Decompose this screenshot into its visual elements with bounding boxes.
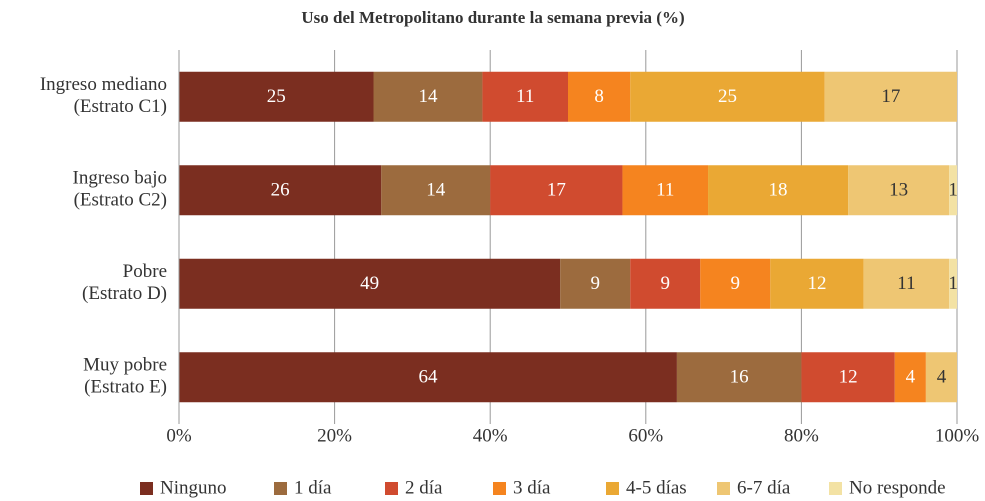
data-label: 26 [271,180,290,201]
bar-segment [179,352,677,403]
legend-label: 4-5 días [626,477,687,498]
data-label: 9 [731,273,741,294]
bar-segment [179,71,374,122]
bar-segment [848,165,950,216]
data-label: 11 [516,86,534,107]
x-tick-label: 0% [166,425,192,446]
legend-label: 2 día [405,477,443,498]
legend-swatch [385,482,398,495]
data-label: 4 [937,367,947,388]
legend-label: 6-7 día [737,477,791,498]
bar-segment [676,352,802,403]
data-label: 1 [948,180,958,201]
data-label: 12 [807,273,826,294]
chart-title: Uso del Metropolitano durante la semana … [301,8,684,27]
bar-segment [700,258,771,309]
legend-swatch [717,482,730,495]
bar-segment [560,258,631,309]
bar-segment [824,71,957,122]
x-tick-label: 80% [784,425,819,446]
bar-segment [863,258,950,309]
data-label: 18 [769,180,788,201]
x-tick-label: 60% [628,425,663,446]
bar-segment [179,165,382,216]
bar-segment [949,165,957,216]
x-tick-label: 20% [317,425,352,446]
legend-swatch [274,482,287,495]
data-label: 25 [718,86,737,107]
bar-segment [381,165,491,216]
y-tick-label: Ingreso mediano [40,74,167,95]
data-label: 11 [897,273,915,294]
y-tick-label: (Estrato C2) [74,190,167,211]
legend-swatch [140,482,153,495]
bar-segment [568,71,631,122]
bar-segment [490,165,623,216]
bar-segment [708,165,849,216]
bar-segment [949,258,957,309]
data-label: 4 [906,367,916,388]
legend-label: 3 día [513,477,551,498]
data-label: 9 [661,273,671,294]
bar-segment [630,71,825,122]
bar-segment [179,258,561,309]
data-label: 13 [889,180,908,201]
bar-segment [630,258,701,309]
bar-segment [925,352,957,403]
bar-segment [801,352,895,403]
data-label: 1 [948,273,958,294]
y-tick-label: (Estrato D) [82,283,167,304]
x-tick-label: 40% [473,425,508,446]
y-tick-label: Muy pobre [83,355,167,376]
data-label: 14 [418,86,438,107]
data-label: 11 [656,180,674,201]
y-tick-label: Pobre [123,261,167,282]
data-label: 9 [590,273,600,294]
data-label: 16 [730,367,749,388]
x-tick-label: 100% [935,425,980,446]
data-label: 25 [267,86,286,107]
legend-swatch [493,482,506,495]
y-tick-label: (Estrato C1) [74,96,167,117]
data-label: 64 [418,367,438,388]
legend-label: 1 día [294,477,332,498]
bar-segment [622,165,709,216]
legend-swatch [606,482,619,495]
legend-label: Ninguno [160,477,227,498]
data-label: 49 [360,273,379,294]
data-label: 17 [881,86,900,107]
legend-swatch [829,482,842,495]
data-label: 14 [426,180,446,201]
bar-segment [482,71,568,122]
data-label: 8 [594,86,604,107]
data-label: 17 [547,180,566,201]
y-tick-label: Ingreso bajo [73,168,167,189]
bar-segment [770,258,864,309]
data-label: 12 [839,367,858,388]
y-tick-label: (Estrato E) [84,377,167,398]
bar-segment [373,71,483,122]
bar-segment [894,352,926,403]
legend-label: No responde [849,477,946,498]
